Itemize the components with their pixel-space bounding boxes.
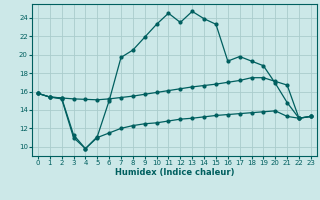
X-axis label: Humidex (Indice chaleur): Humidex (Indice chaleur)	[115, 168, 234, 177]
